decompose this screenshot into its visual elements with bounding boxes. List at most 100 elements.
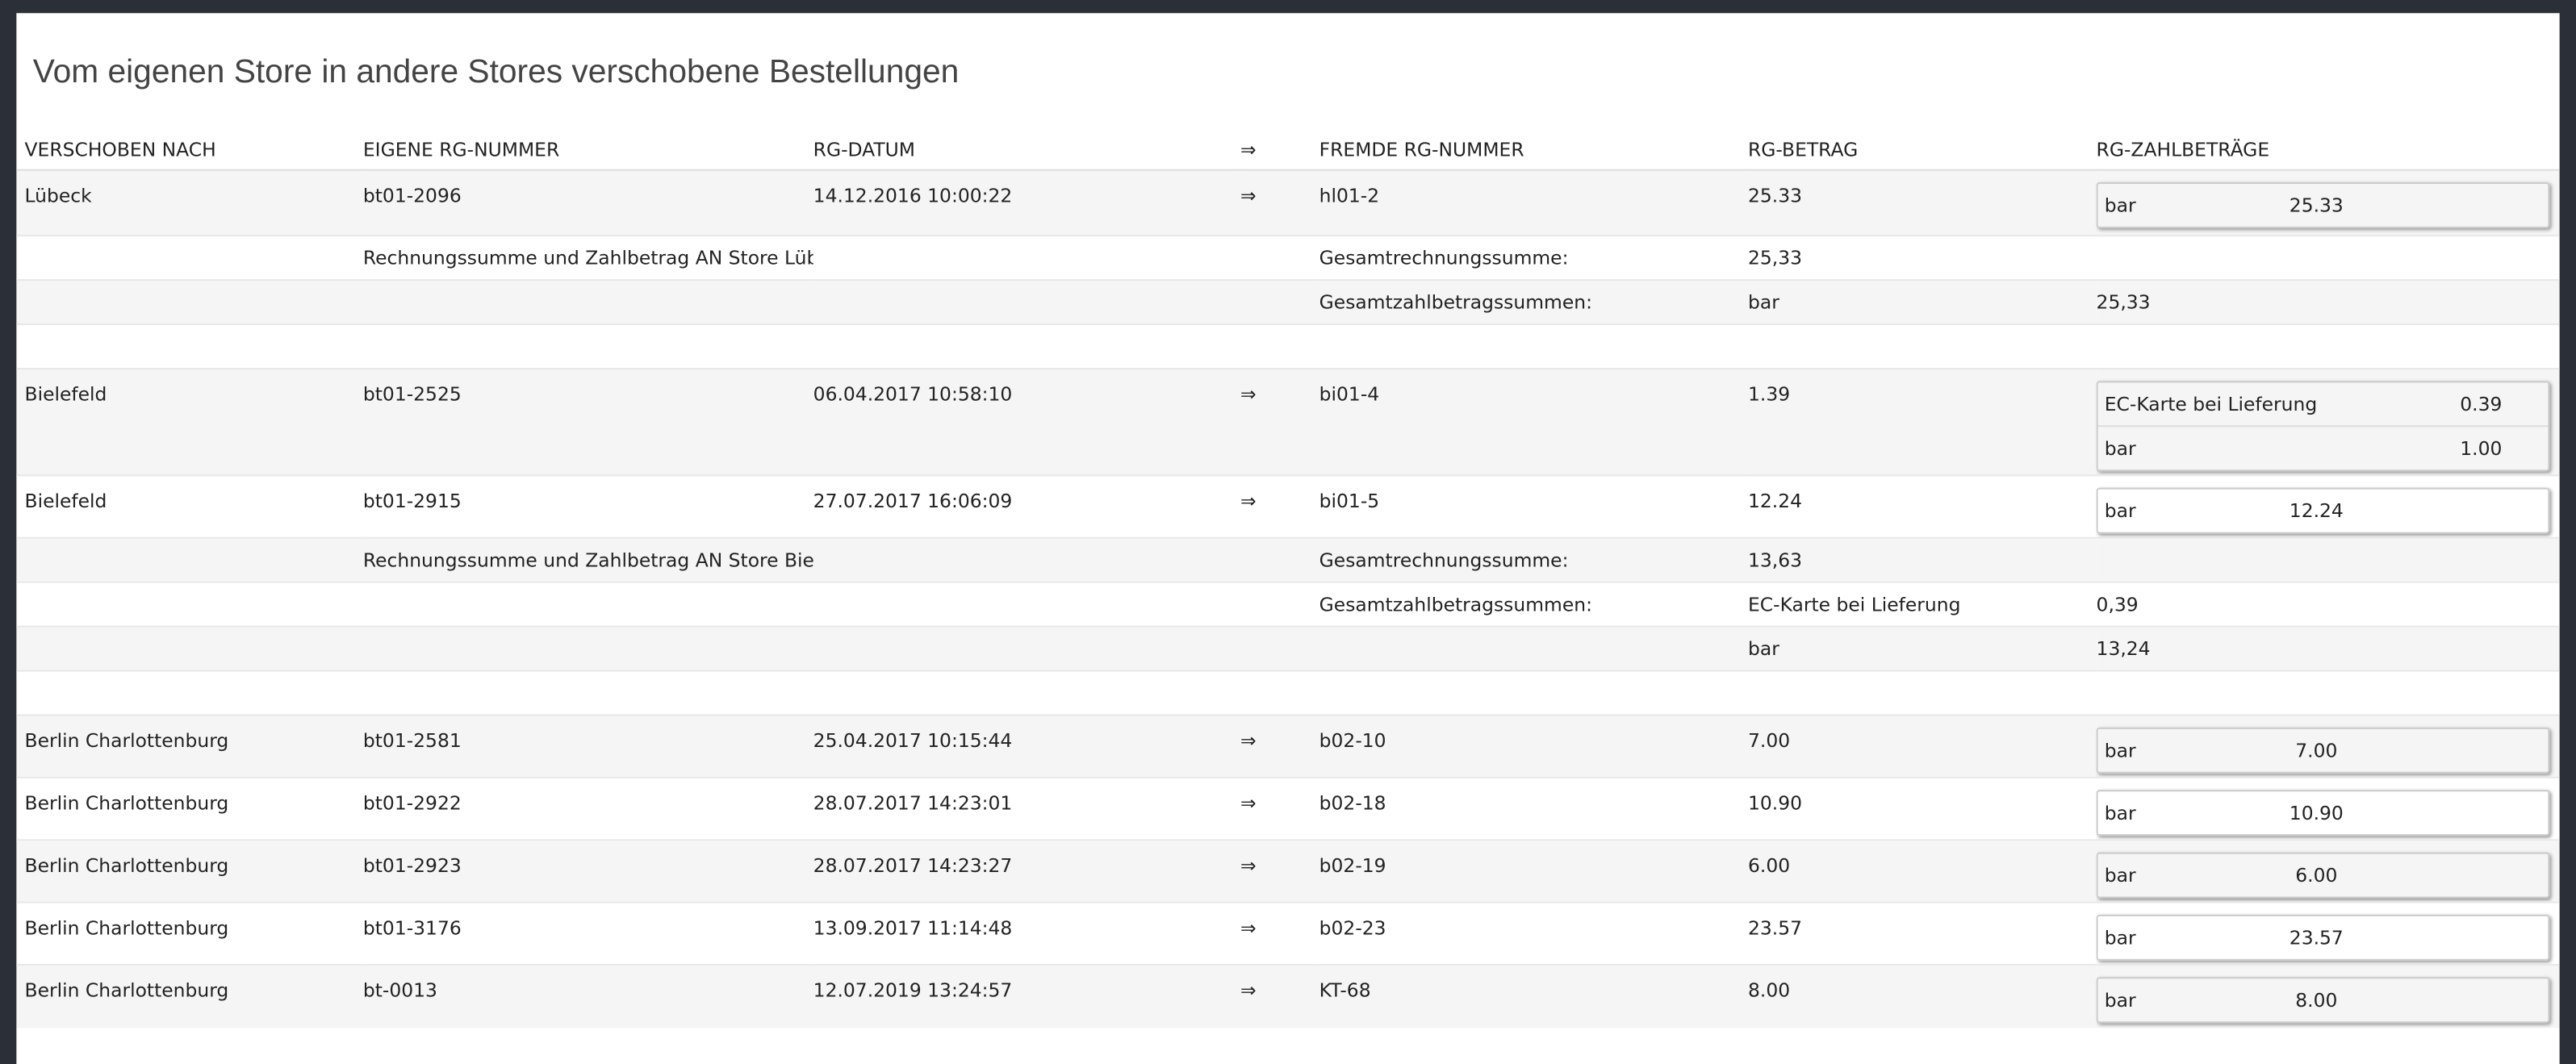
table-cell: Gesamtzahlbetragssummen:	[1319, 581, 1748, 627]
table-cell: ⇒	[1240, 963, 1319, 1028]
table-cell: bt-0013	[362, 963, 813, 1028]
table-cell: Bielefeld	[16, 474, 363, 538]
table-cell	[1319, 670, 1748, 716]
table-cell: EC-Karte bei Lieferung	[1747, 581, 2097, 627]
payment-method: bar	[2104, 194, 2136, 217]
table-cell	[16, 323, 363, 369]
table-cell: 13.09.2017 11:14:48	[813, 901, 1240, 965]
payment-box: bar 8.00	[2096, 977, 2550, 1024]
table-cell: bar 23.57	[2096, 901, 2560, 965]
table-cell: bar 10.90	[2096, 776, 2560, 841]
payment-amount: 12.24	[2289, 499, 2344, 523]
table-row: Gesamtzahlbetragssummen: EC-Karte bei Lie…	[16, 581, 2560, 627]
table-cell: Berlin Charlottenburg	[16, 714, 363, 778]
table-cell	[362, 323, 813, 369]
table-cell: bt01-3176	[362, 901, 813, 965]
table-cell: b02-18	[1319, 776, 1748, 841]
table-row: Berlin Charlottenburg bt-0013 12.07.2019 1…	[16, 963, 2560, 1028]
table-cell	[813, 279, 1240, 325]
column-header: FREMDE RG-NUMMER	[1319, 127, 1748, 171]
table-cell: ⇒	[1240, 901, 1319, 965]
table-cell	[362, 279, 813, 325]
table-cell: bt01-2096	[362, 169, 813, 236]
payment-amount: 0.39	[2460, 392, 2503, 416]
table-cell	[16, 581, 363, 627]
payment-row: bar 1.00	[2097, 425, 2549, 469]
header-row: VERSCHOBEN NACH EIGENE RG-NUMMER RG-DATUM ⇒…	[16, 127, 2560, 171]
table-cell: 28.07.2017 14:23:01	[813, 776, 1240, 841]
table-cell: 0,39	[2096, 581, 2560, 627]
table-cell: bar	[1747, 625, 2097, 671]
payment-amount: 25.33	[2289, 194, 2344, 217]
table-cell: ⇒	[1240, 474, 1319, 538]
payment-row: EC-Karte bei Lieferung 0.39	[2098, 382, 2549, 425]
payment-row: bar 25.33	[2098, 184, 2549, 227]
column-header: ⇒	[1240, 127, 1319, 171]
table-cell: 25,33	[2096, 279, 2560, 325]
table-cell: Bielefeld	[16, 367, 363, 476]
table-row	[16, 323, 2560, 369]
payment-box: bar 25.33	[2096, 182, 2550, 228]
table-row: bar 13,24	[16, 625, 2560, 671]
table-cell: ⇒	[1240, 169, 1319, 236]
table-cell: bar 12.24	[2096, 474, 2560, 538]
table-row: Bielefeld bt01-2915 27.07.2017 16:06:09 ⇒ bi…	[16, 474, 2560, 538]
table-cell: bar	[1747, 279, 2097, 325]
table-cell	[362, 581, 813, 627]
table-cell: 6.00	[1747, 839, 2097, 903]
table-cell	[1747, 323, 2097, 369]
table-cell: Berlin Charlottenburg	[16, 963, 363, 1028]
table-cell: bar 6.00	[2096, 839, 2560, 903]
payment-box: bar 12.24	[2096, 487, 2550, 534]
table-cell: bi01-4	[1319, 367, 1748, 476]
orders-table: VERSCHOBEN NACH EIGENE RG-NUMMER RG-DATUM ⇒…	[16, 127, 2560, 1028]
page-title: Vom eigenen Store in andere Stores versc…	[32, 54, 960, 90]
table-cell: Berlin Charlottenburg	[16, 839, 363, 903]
table-row: Gesamtzahlbetragssummen: bar 25,33	[16, 279, 2560, 325]
table-cell: 25.33	[1747, 169, 2097, 236]
table-cell	[813, 323, 1240, 369]
panel: Vom eigenen Store in andere Stores versc…	[16, 13, 2560, 1064]
payment-method: bar	[2104, 863, 2136, 887]
payment-method: bar	[2104, 739, 2136, 762]
table-cell: 27.07.2017 16:06:09	[813, 474, 1240, 538]
table-cell: bt01-2525	[362, 367, 813, 476]
payment-row: bar 23.57	[2098, 916, 2549, 959]
table-cell: 7.00	[1747, 714, 2097, 778]
column-header: RG-BETRAG	[1747, 127, 2097, 171]
table-cell	[813, 670, 1240, 716]
table-cell: 12.24	[1747, 474, 2097, 538]
payment-row: bar 12.24	[2098, 490, 2549, 532]
table-cell	[813, 581, 1240, 627]
table-row: Berlin Charlottenburg bt01-2922 28.07.2017…	[16, 776, 2560, 841]
table-cell	[1319, 323, 1748, 369]
table-cell	[1240, 235, 1319, 281]
table-cell	[813, 536, 1240, 582]
payment-row: bar 10.90	[2098, 791, 2549, 834]
table-cell: bi01-5	[1319, 474, 1748, 538]
table-cell: 13,24	[2096, 625, 2560, 671]
table-cell: Gesamtzahlbetragssummen:	[1319, 279, 1748, 325]
table-cell	[16, 625, 363, 671]
table-cell	[2096, 536, 2560, 582]
table-cell: ⇒	[1240, 776, 1319, 841]
payment-method: bar	[2104, 436, 2136, 460]
table-row: Bielefeld bt01-2525 06.04.2017 10:58:10 ⇒ bi…	[16, 367, 2560, 476]
table-cell: bt01-2915	[362, 474, 813, 538]
table-cell: bt01-2581	[362, 714, 813, 778]
table-cell	[1319, 625, 1748, 671]
payment-box: bar 23.57	[2096, 914, 2550, 961]
table-cell: bt01-2923	[362, 839, 813, 903]
table-cell: 14.12.2016 10:00:22	[813, 169, 1240, 236]
table-cell	[1747, 670, 2097, 716]
table-cell: Gesamtrechnungssumme:	[1319, 536, 1748, 582]
table-cell: 06.04.2017 10:58:10	[813, 367, 1240, 476]
table-cell: 1.39	[1747, 367, 2097, 476]
table-cell: KT-68	[1319, 963, 1748, 1028]
table-cell: EC-Karte bei Lieferung 0.39 bar 1.00	[2096, 367, 2560, 476]
payment-box: bar 10.90	[2096, 790, 2550, 837]
table-cell	[1240, 625, 1319, 671]
table-cell: bar 7.00	[2096, 714, 2560, 778]
table-cell: Rechnungssumme und Zahlbetrag AN Store L…	[362, 235, 813, 281]
table-row: Berlin Charlottenburg bt01-2581 25.04.2017…	[16, 714, 2560, 778]
